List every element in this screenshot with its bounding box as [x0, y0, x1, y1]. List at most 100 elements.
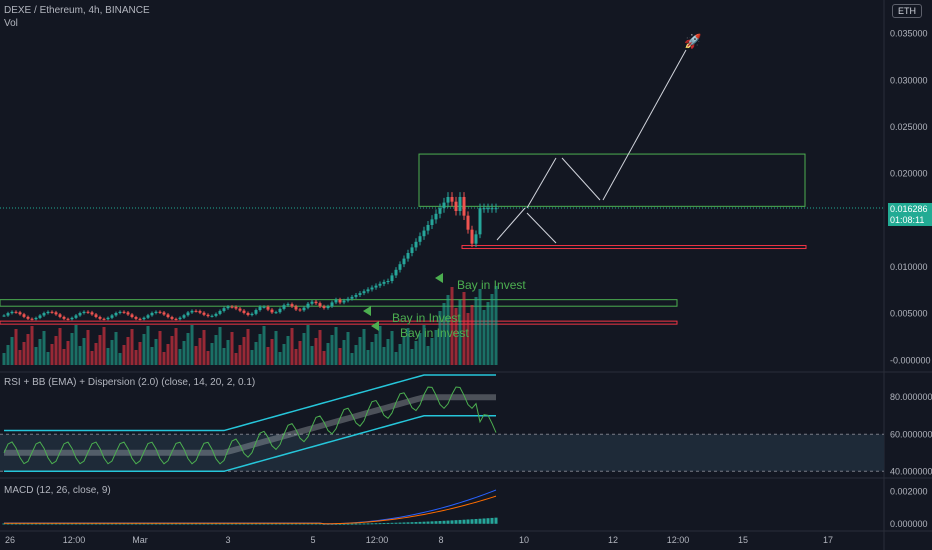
volume-bar — [18, 350, 22, 365]
volume-bar — [22, 342, 26, 365]
volume-bar — [414, 341, 418, 365]
volume-bar — [30, 326, 34, 365]
volume-bar — [250, 350, 254, 365]
candle-body — [350, 296, 354, 299]
candle-body — [222, 308, 226, 311]
price-tick-label: 0.025000 — [890, 122, 928, 132]
volume-bar — [482, 310, 486, 365]
macd-histogram-bar — [338, 523, 342, 525]
macd-histogram-bar — [42, 523, 46, 525]
countdown-tag: 01:08:11 — [888, 214, 932, 226]
volume-bar — [466, 313, 470, 365]
macd-histogram-bar — [286, 523, 290, 525]
macd-histogram-bar — [34, 523, 38, 525]
macd-histogram-bar — [382, 523, 386, 525]
macd-histogram-bar — [454, 520, 458, 524]
volume-bar — [126, 337, 130, 365]
candle-body — [34, 317, 38, 320]
macd-histogram-bar — [26, 523, 30, 525]
candle-body — [146, 315, 150, 318]
volume-bar — [258, 334, 262, 365]
candle-body — [366, 289, 370, 292]
macd-histogram-bar — [430, 521, 434, 524]
candle-body — [250, 313, 254, 316]
volume-bar — [62, 349, 66, 365]
candle-body — [118, 311, 122, 313]
macd-histogram-bar — [294, 523, 298, 525]
candle-body — [378, 283, 382, 286]
volume-bar — [282, 344, 286, 365]
macd-histogram-bar — [58, 523, 62, 525]
candle-body — [318, 303, 322, 307]
macd-histogram-bar — [374, 523, 378, 525]
projection-arrow — [496, 207, 526, 241]
volume-bar — [78, 346, 82, 365]
macd-histogram-bar — [394, 522, 398, 524]
macd-histogram-bar — [262, 523, 266, 525]
macd-histogram-bar — [486, 518, 490, 524]
macd-histogram-bar — [350, 523, 354, 525]
candle-body — [258, 306, 262, 311]
price-tick-label: 0.020000 — [890, 169, 928, 179]
volume-bar — [6, 345, 10, 365]
candle-body — [270, 309, 274, 313]
price-tick-label: 0.035000 — [890, 29, 928, 39]
candle-body — [106, 317, 110, 320]
candle-body — [6, 313, 10, 316]
macd-tick-label: 0.000000 — [890, 519, 928, 529]
candle-body — [246, 312, 250, 316]
candle-body — [346, 298, 350, 301]
volume-bar — [438, 311, 442, 365]
macd-histogram-bar — [422, 521, 426, 524]
candle-body — [206, 314, 210, 317]
macd-histogram-bar — [318, 523, 322, 525]
currency-button[interactable]: ETH — [892, 4, 922, 18]
price-tick-label: 0.030000 — [890, 75, 928, 85]
macd-histogram-bar — [142, 523, 146, 525]
price-tick-label: 0.005000 — [890, 309, 928, 319]
volume-bar — [174, 328, 178, 365]
macd-histogram-bar — [154, 523, 158, 525]
x-tick-label: 15 — [738, 535, 748, 545]
macd-histogram-bar — [466, 519, 470, 524]
macd-histogram-bar — [278, 523, 282, 525]
macd-histogram-bar — [182, 523, 186, 525]
macd-histogram-bar — [386, 522, 390, 524]
volume-bar — [458, 300, 462, 365]
macd-histogram-bar — [442, 520, 446, 524]
volume-bar — [326, 343, 330, 365]
x-tick-label: 17 — [823, 535, 833, 545]
volume-bar — [406, 328, 410, 365]
candle-body — [494, 208, 498, 210]
projection-arrow — [561, 157, 601, 201]
volume-bar — [106, 348, 110, 365]
volume-bar — [450, 287, 454, 365]
candle-body — [306, 303, 310, 308]
macd-histogram-bar — [186, 523, 190, 525]
candle-body — [210, 315, 214, 317]
x-tick-label: 10 — [519, 535, 529, 545]
candle-body — [202, 312, 206, 315]
candle-body — [470, 229, 474, 244]
macd-histogram-bar — [50, 523, 54, 525]
macd-histogram-bar — [478, 518, 482, 524]
macd-histogram-bar — [310, 523, 314, 525]
macd-histogram-bar — [98, 523, 102, 525]
candle-body — [374, 285, 378, 288]
macd-histogram-bar — [398, 522, 402, 524]
candle-body — [22, 314, 26, 317]
price-tick-label: 0.010000 — [890, 262, 928, 272]
volume-bar — [478, 289, 482, 365]
candle-body — [402, 258, 406, 265]
volume-bar — [286, 336, 290, 365]
volume-bar — [230, 332, 234, 365]
macd-histogram-bar — [474, 518, 478, 524]
candle-body — [310, 301, 314, 304]
rsi-label: RSI + BB (EMA) + Dispersion (2.0) (close… — [4, 377, 256, 388]
candle-body — [314, 301, 318, 304]
candle-body — [282, 305, 286, 309]
macd-histogram-bar — [302, 523, 306, 525]
candle-body — [230, 306, 234, 308]
volume-bar — [362, 329, 366, 365]
volume-bar — [386, 339, 390, 365]
